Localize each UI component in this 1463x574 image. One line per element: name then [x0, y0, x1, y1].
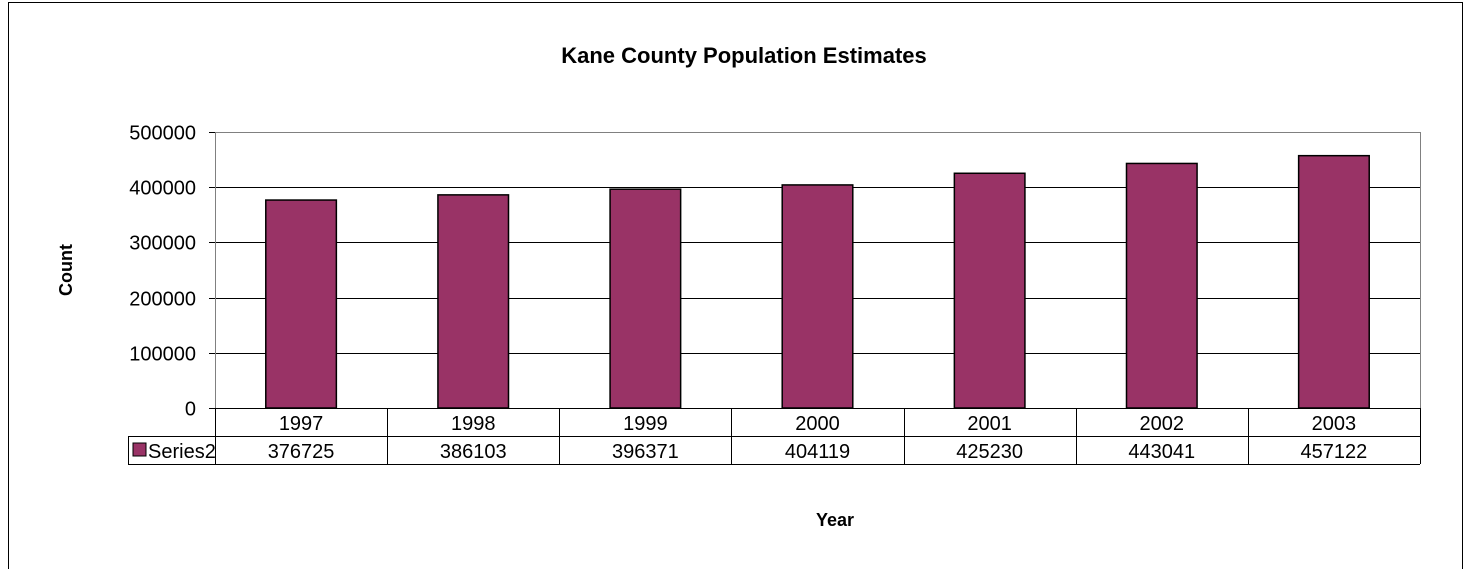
bar — [1125, 162, 1198, 409]
y-axis-title: Count — [56, 244, 76, 296]
y-tick-label: 400000 — [129, 178, 196, 200]
data-label: 396371 — [612, 441, 679, 463]
data-label: 457122 — [1301, 441, 1368, 463]
data-label: 386103 — [440, 441, 507, 463]
category-label: 1999 — [623, 413, 668, 435]
y-axis-ticks: 0 100000 200000 300000 400000 500000 — [129, 123, 215, 421]
y-tick-label: 200000 — [129, 289, 196, 311]
legend-series-label: Series2 — [148, 441, 216, 463]
y-tick-label: 100000 — [129, 344, 196, 366]
bar — [1297, 154, 1370, 409]
category-label: 1997 — [279, 413, 324, 435]
bar — [265, 199, 338, 409]
category-label: 2001 — [967, 413, 1012, 435]
chart-title: Kane County Population Estimates — [561, 43, 927, 68]
data-table: 1997 1998 1999 2000 2001 2002 2003 376725 386103… — [128, 408, 1421, 465]
bar — [437, 194, 510, 409]
category-label: 1998 — [451, 413, 496, 435]
data-label: 443041 — [1128, 441, 1195, 463]
y-tick-label: 0 — [185, 399, 196, 421]
y-tick-label: 500000 — [129, 123, 196, 145]
bar — [609, 188, 682, 409]
y-tick-label: 300000 — [129, 233, 196, 255]
data-label: 425230 — [956, 441, 1023, 463]
bars — [265, 154, 1370, 409]
chart-border — [8, 2, 1463, 574]
data-label: 376725 — [268, 441, 335, 463]
category-label: 2002 — [1140, 413, 1185, 435]
bar — [953, 172, 1026, 409]
data-label: 404119 — [785, 441, 850, 463]
x-axis-title: Year — [816, 510, 854, 530]
category-label: 2000 — [795, 413, 840, 435]
category-label: 2003 — [1312, 413, 1357, 435]
legend-swatch — [132, 442, 147, 457]
bar — [781, 184, 854, 409]
